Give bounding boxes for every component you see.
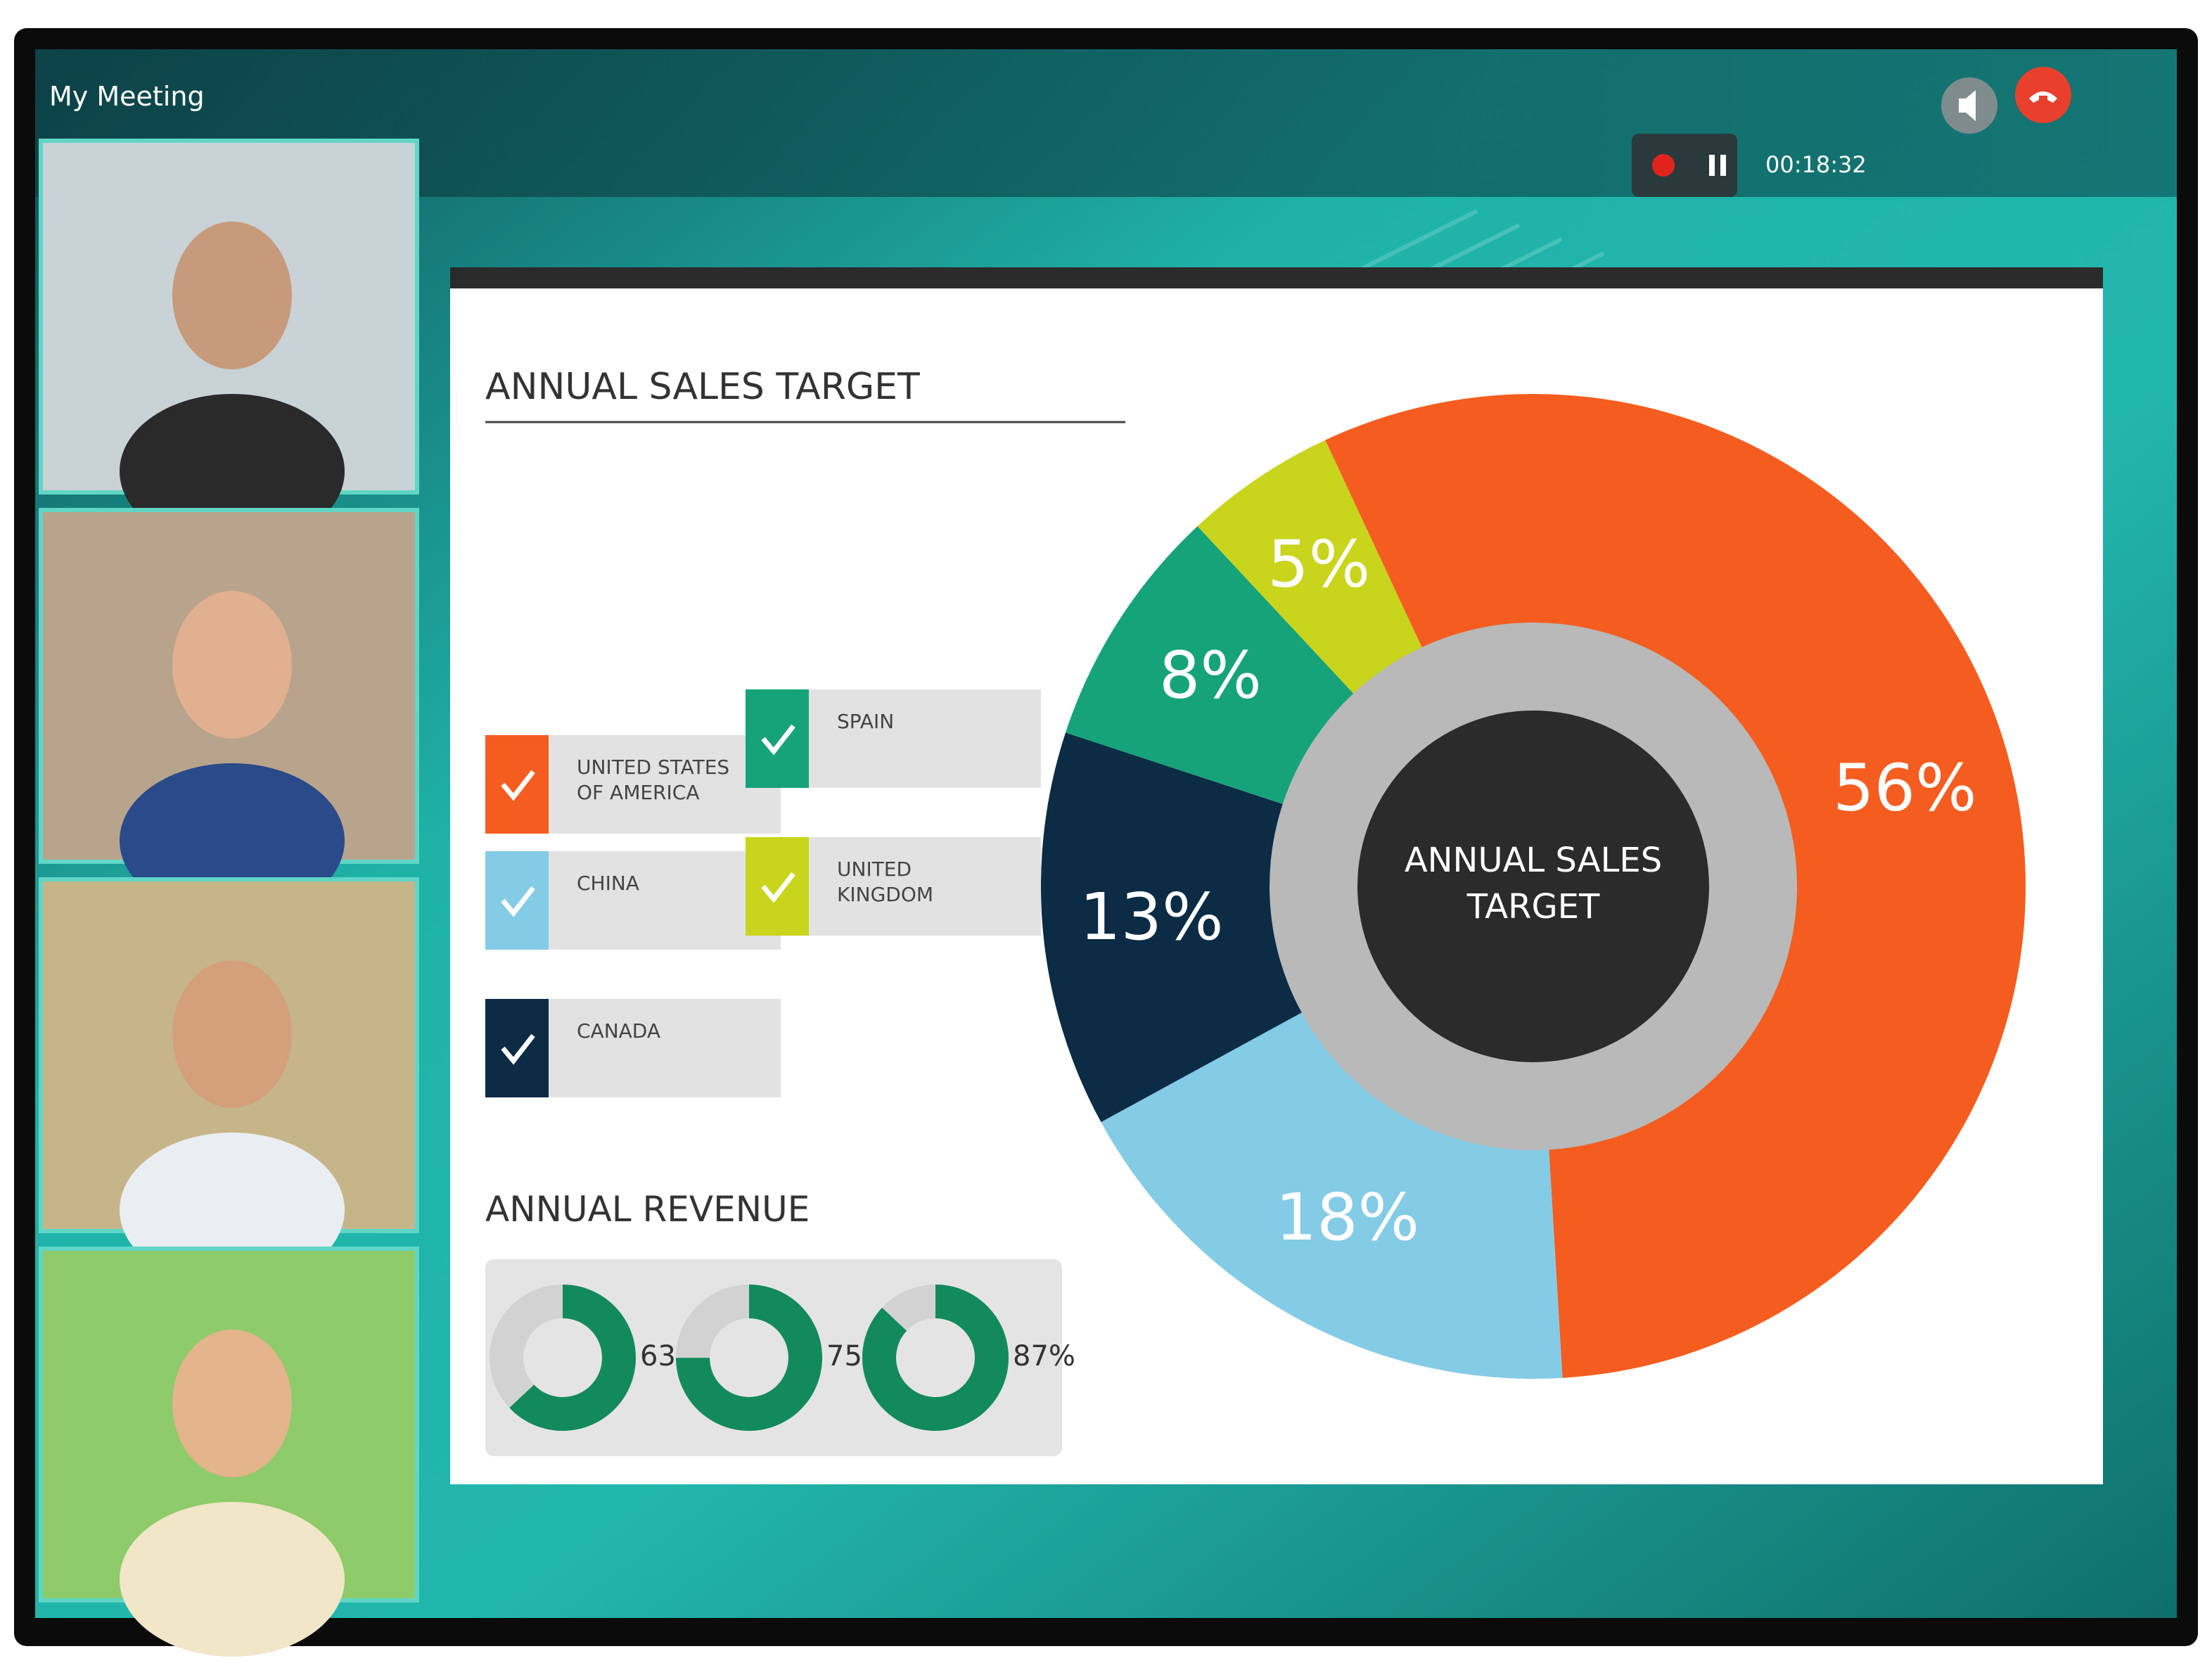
slice-label: 8% [1159, 638, 1262, 713]
legend-swatch [746, 689, 809, 788]
gauge-arc [509, 1285, 637, 1431]
record-controls [1632, 134, 1737, 197]
legend-label: UNITED KINGDOM [837, 858, 934, 906]
slice-label: 18% [1276, 1180, 1419, 1255]
pause-button[interactable] [1709, 155, 1715, 176]
slice-label: 5% [1267, 527, 1370, 602]
legend-label: CHINA [577, 872, 639, 895]
revenue-title: ANNUAL REVENUE [485, 1189, 810, 1230]
slice-label: 13% [1080, 879, 1223, 955]
legend-label: UNITED STATES OF AMERICA [577, 756, 730, 804]
participant-head [172, 591, 292, 739]
check-mark [501, 1033, 535, 1065]
slice-label: 56% [1833, 751, 1976, 826]
legend-swatch [485, 735, 549, 834]
hangup-icon [2029, 91, 2057, 103]
legend-label: SPAIN [837, 710, 895, 733]
legend-card [809, 837, 1041, 936]
record-button[interactable] [1652, 154, 1675, 177]
legend-swatch [485, 999, 549, 1097]
gauge-arc [676, 1285, 823, 1432]
pause-button-bar [1720, 155, 1726, 176]
legend-card [549, 999, 781, 1097]
legend-card [549, 735, 781, 834]
meeting-title: My Meeting [49, 81, 205, 112]
gauge-label: 87% [1013, 1340, 1075, 1372]
check-mark [761, 724, 795, 756]
center-label: ANNUAL SALES TARGET [1404, 841, 1663, 926]
center-disc [1357, 711, 1709, 1062]
participant-head [172, 960, 292, 1108]
check-mark [761, 872, 795, 903]
slide-title: ANNUAL SALES TARGET [485, 366, 920, 408]
legend-label: CANADA [577, 1019, 661, 1043]
legend-card [809, 689, 1041, 788]
legend-card [549, 851, 781, 950]
timer: 00:18:32 [1765, 151, 1867, 178]
legend-swatch [746, 837, 809, 936]
check-mark [501, 886, 535, 917]
slide-top-strip [450, 267, 2103, 288]
participant-head [172, 222, 292, 369]
participant-body [120, 1502, 345, 1657]
participant-head [172, 1330, 292, 1477]
speaker-icon [1959, 90, 1976, 121]
legend-swatch [485, 851, 549, 950]
check-mark [501, 770, 535, 801]
gauge-arc [862, 1285, 1009, 1431]
